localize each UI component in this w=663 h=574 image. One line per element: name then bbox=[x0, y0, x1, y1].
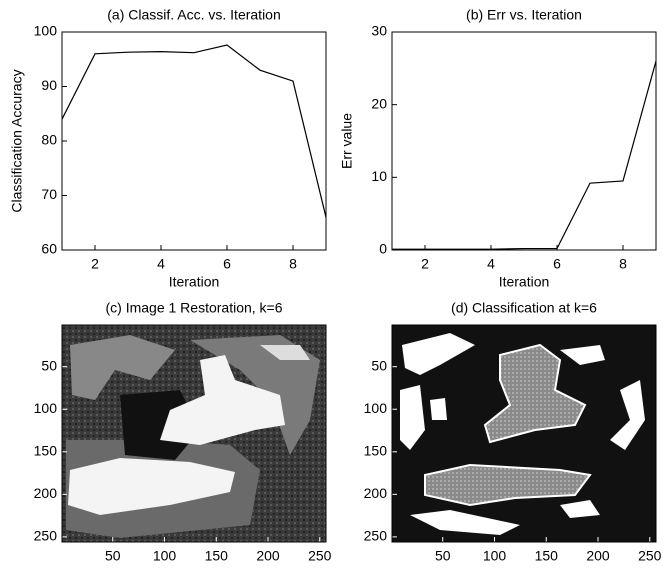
x-tick-label: 4 bbox=[157, 256, 165, 272]
x-tick-label: 250 bbox=[638, 548, 662, 564]
y-tick-label: 80 bbox=[41, 132, 57, 148]
y-tick-label: 100 bbox=[34, 400, 58, 416]
data-line bbox=[392, 60, 657, 250]
x-axis-label: Iteration bbox=[499, 274, 550, 290]
y-axis-label: Classification Accuracy bbox=[9, 69, 25, 212]
x-tick-label: 250 bbox=[308, 548, 332, 564]
y-tick-label: 200 bbox=[34, 485, 58, 501]
x-tick-label: 200 bbox=[256, 548, 280, 564]
y-tick-label: 50 bbox=[371, 357, 387, 373]
y-tick-label: 100 bbox=[364, 400, 388, 416]
x-tick-label: 2 bbox=[421, 256, 429, 272]
y-tick-label: 250 bbox=[34, 528, 58, 544]
y-tick-label: 150 bbox=[34, 442, 58, 458]
chart-title: (a) Classif. Acc. vs. Iteration bbox=[107, 7, 281, 23]
y-tick-label: 200 bbox=[364, 485, 388, 501]
x-tick-label: 150 bbox=[205, 548, 229, 564]
x-tick-label: 150 bbox=[535, 548, 559, 564]
x-tick-label: 6 bbox=[223, 256, 231, 272]
y-tick-label: 150 bbox=[364, 442, 388, 458]
y-tick-label: 90 bbox=[41, 77, 57, 93]
chart-title: (c) Image 1 Restoration, k=6 bbox=[105, 300, 282, 316]
plot-frame bbox=[61, 324, 327, 543]
x-axis-label: Iteration bbox=[169, 274, 220, 290]
y-tick-label: 0 bbox=[379, 241, 387, 257]
x-tick-label: 100 bbox=[483, 548, 507, 564]
restored-image bbox=[62, 325, 326, 542]
y-tick-label: 250 bbox=[364, 528, 388, 544]
data-line bbox=[61, 44, 327, 218]
classification-image bbox=[392, 325, 656, 542]
x-tick-label: 50 bbox=[105, 548, 121, 564]
y-tick-label: 70 bbox=[41, 186, 57, 202]
x-tick-label: 6 bbox=[553, 256, 561, 272]
y-tick-label: 20 bbox=[371, 95, 387, 111]
x-tick-label: 2 bbox=[91, 256, 99, 272]
plot-frame bbox=[61, 31, 327, 251]
y-tick-label: 100 bbox=[34, 23, 58, 39]
plot-frame bbox=[391, 31, 657, 251]
x-tick-label: 8 bbox=[289, 256, 297, 272]
y-tick-label: 10 bbox=[371, 168, 387, 184]
y-tick-label: 50 bbox=[41, 357, 57, 373]
x-tick-label: 100 bbox=[153, 548, 177, 564]
chart-title: (d) Classification at k=6 bbox=[451, 300, 597, 316]
x-tick-label: 200 bbox=[586, 548, 610, 564]
x-tick-label: 4 bbox=[487, 256, 495, 272]
y-tick-label: 60 bbox=[41, 241, 57, 257]
y-tick-label: 30 bbox=[371, 23, 387, 39]
y-axis-label: Err value bbox=[339, 113, 355, 169]
x-tick-label: 50 bbox=[435, 548, 451, 564]
chart-title: (b) Err vs. Iteration bbox=[466, 7, 582, 23]
plot-frame bbox=[391, 324, 657, 543]
x-tick-label: 8 bbox=[619, 256, 627, 272]
